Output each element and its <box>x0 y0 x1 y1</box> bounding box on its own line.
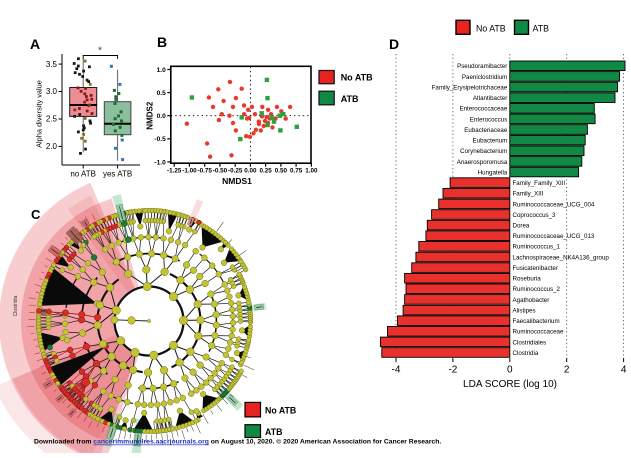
svg-text:Roseburia: Roseburia <box>513 276 542 283</box>
svg-text:Family_Family_XIII: Family_Family_XIII <box>513 180 566 187</box>
svg-text:Lachnospiraceae_NK4A136_group: Lachnospiraceae_NK4A136_group <box>513 254 610 261</box>
svg-text:Alistipes: Alistipes <box>513 308 536 315</box>
svg-text:B: B <box>157 34 167 50</box>
svg-text:ATB: ATB <box>265 427 282 437</box>
svg-text:2.5: 2.5 <box>46 115 58 124</box>
svg-text:3.0: 3.0 <box>46 87 58 96</box>
svg-text:Enterococcaceae: Enterococcaceae <box>459 106 507 113</box>
svg-text:2: 2 <box>564 365 570 376</box>
svg-text:Eubacterium: Eubacterium <box>473 138 508 145</box>
svg-text:*: * <box>98 46 102 57</box>
svg-text:-4: -4 <box>392 365 401 376</box>
svg-text:-0.50: -0.50 <box>213 168 228 175</box>
svg-text:Ruminococcus_1: Ruminococcus_1 <box>513 244 561 251</box>
svg-text:No ATB: No ATB <box>265 406 296 416</box>
svg-text:0.75: 0.75 <box>290 168 303 175</box>
svg-text:0.00: 0.00 <box>244 168 257 175</box>
svg-text:3.5: 3.5 <box>46 60 58 69</box>
svg-text:Ruminococcaceae_UCG_004: Ruminococcaceae_UCG_004 <box>513 201 595 208</box>
svg-text:Ruminococcaceae_UCG_013: Ruminococcaceae_UCG_013 <box>513 233 595 240</box>
svg-text:-0.25: -0.25 <box>228 168 243 175</box>
svg-text:Family_Erysipelotrichaceae: Family_Erysipelotrichaceae <box>432 84 508 91</box>
svg-text:Anaerosporomusa: Anaerosporomusa <box>457 159 508 166</box>
svg-text:Coprococcus_3: Coprococcus_3 <box>513 212 557 219</box>
svg-text:Pseudoramibacter: Pseudoramibacter <box>457 63 507 70</box>
svg-text:ATB: ATB <box>341 94 359 104</box>
svg-text:0.25: 0.25 <box>259 168 272 175</box>
svg-text:-2: -2 <box>448 365 457 376</box>
svg-text:ATB: ATB <box>533 23 550 33</box>
svg-text:Enterococcus: Enterococcus <box>470 116 508 123</box>
svg-text:-1.25: -1.25 <box>167 168 182 175</box>
svg-text:No ATB: No ATB <box>476 23 506 33</box>
svg-text:A: A <box>30 36 40 52</box>
svg-text:-0.5: -0.5 <box>154 136 166 143</box>
svg-text:2.0: 2.0 <box>46 142 58 151</box>
svg-text:D: D <box>389 36 399 52</box>
svg-text:0.5: 0.5 <box>157 90 166 97</box>
svg-text:Alpha diversity value: Alpha diversity value <box>35 80 44 148</box>
svg-text:Fusicatenibacter: Fusicatenibacter <box>513 265 558 272</box>
svg-text:no ATB: no ATB <box>70 170 96 179</box>
svg-text:LDA SCORE (log 10): LDA SCORE (log 10) <box>463 379 557 390</box>
svg-text:Eubacteriaceae: Eubacteriaceae <box>464 127 508 134</box>
svg-text:Clostridiales: Clostridiales <box>513 339 547 346</box>
svg-text:Agathobacter: Agathobacter <box>513 297 550 304</box>
svg-text:Ruminococcaceae: Ruminococcaceae <box>513 329 564 336</box>
svg-text:Clostridia: Clostridia <box>13 295 19 316</box>
svg-text:Dorea: Dorea <box>513 223 530 230</box>
svg-text:Paeniclostridium: Paeniclostridium <box>462 74 507 81</box>
svg-text:-0.75: -0.75 <box>198 168 213 175</box>
svg-text:0.50: 0.50 <box>275 168 288 175</box>
svg-text:Corynebacterium: Corynebacterium <box>460 148 507 155</box>
svg-text:Family_XIII: Family_XIII <box>513 191 544 198</box>
svg-text:4: 4 <box>621 365 627 376</box>
svg-text:Atlantibacter: Atlantibacter <box>473 95 507 102</box>
svg-text:Faecalibacterium: Faecalibacterium <box>513 318 560 325</box>
svg-text:1.0: 1.0 <box>157 67 166 74</box>
svg-text:NMDS1: NMDS1 <box>222 176 252 186</box>
svg-text:1.00: 1.00 <box>305 168 318 175</box>
svg-text:NMDS2: NMDS2 <box>146 101 155 130</box>
svg-text:yes ATB: yes ATB <box>103 170 132 179</box>
svg-text:Hungatella: Hungatella <box>478 169 508 176</box>
svg-text:Downloaded from cancerimmunolr: Downloaded from cancerimmunolres.aacrjou… <box>34 438 441 446</box>
svg-text:-1.00: -1.00 <box>182 168 197 175</box>
svg-text:0.0: 0.0 <box>157 113 166 120</box>
svg-text:Ruminococcus_2: Ruminococcus_2 <box>513 286 561 293</box>
svg-text:0: 0 <box>507 365 513 376</box>
svg-text:No ATB: No ATB <box>341 73 373 83</box>
svg-text:-1.0: -1.0 <box>154 159 166 166</box>
svg-text:Clostridia: Clostridia <box>513 350 539 357</box>
